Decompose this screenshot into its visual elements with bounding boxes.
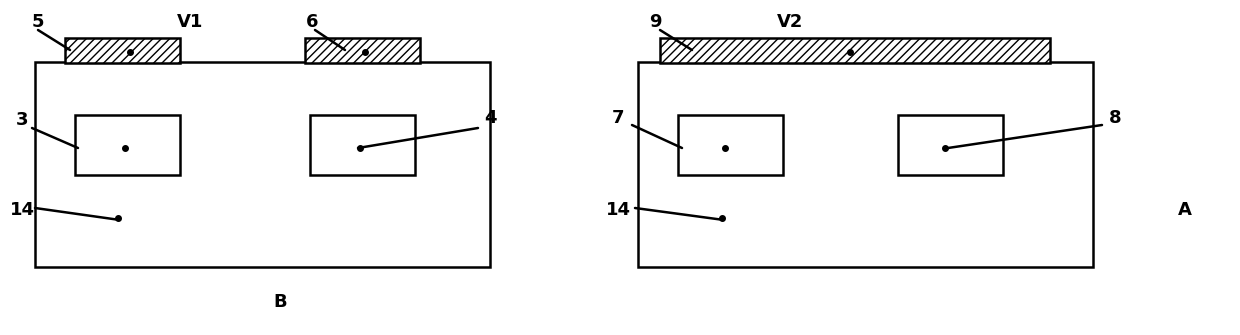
- Text: B: B: [273, 293, 286, 311]
- Bar: [305, 38, 420, 63]
- Bar: [64, 38, 180, 63]
- Text: 4: 4: [484, 109, 496, 127]
- Text: V2: V2: [776, 13, 804, 31]
- Bar: [898, 115, 1003, 175]
- Text: 14: 14: [605, 201, 630, 219]
- Text: 7: 7: [611, 109, 624, 127]
- Bar: [660, 38, 1050, 63]
- Bar: [678, 115, 782, 175]
- Text: 3: 3: [16, 111, 29, 129]
- Bar: [310, 115, 415, 175]
- Bar: [35, 62, 490, 267]
- Bar: [74, 115, 180, 175]
- Text: 6: 6: [306, 13, 319, 31]
- Text: 8: 8: [1109, 109, 1121, 127]
- Text: 5: 5: [32, 13, 45, 31]
- Text: V1: V1: [177, 13, 203, 31]
- Text: 9: 9: [649, 13, 661, 31]
- Text: A: A: [1178, 201, 1192, 219]
- Text: 14: 14: [10, 201, 35, 219]
- Bar: [639, 62, 1092, 267]
